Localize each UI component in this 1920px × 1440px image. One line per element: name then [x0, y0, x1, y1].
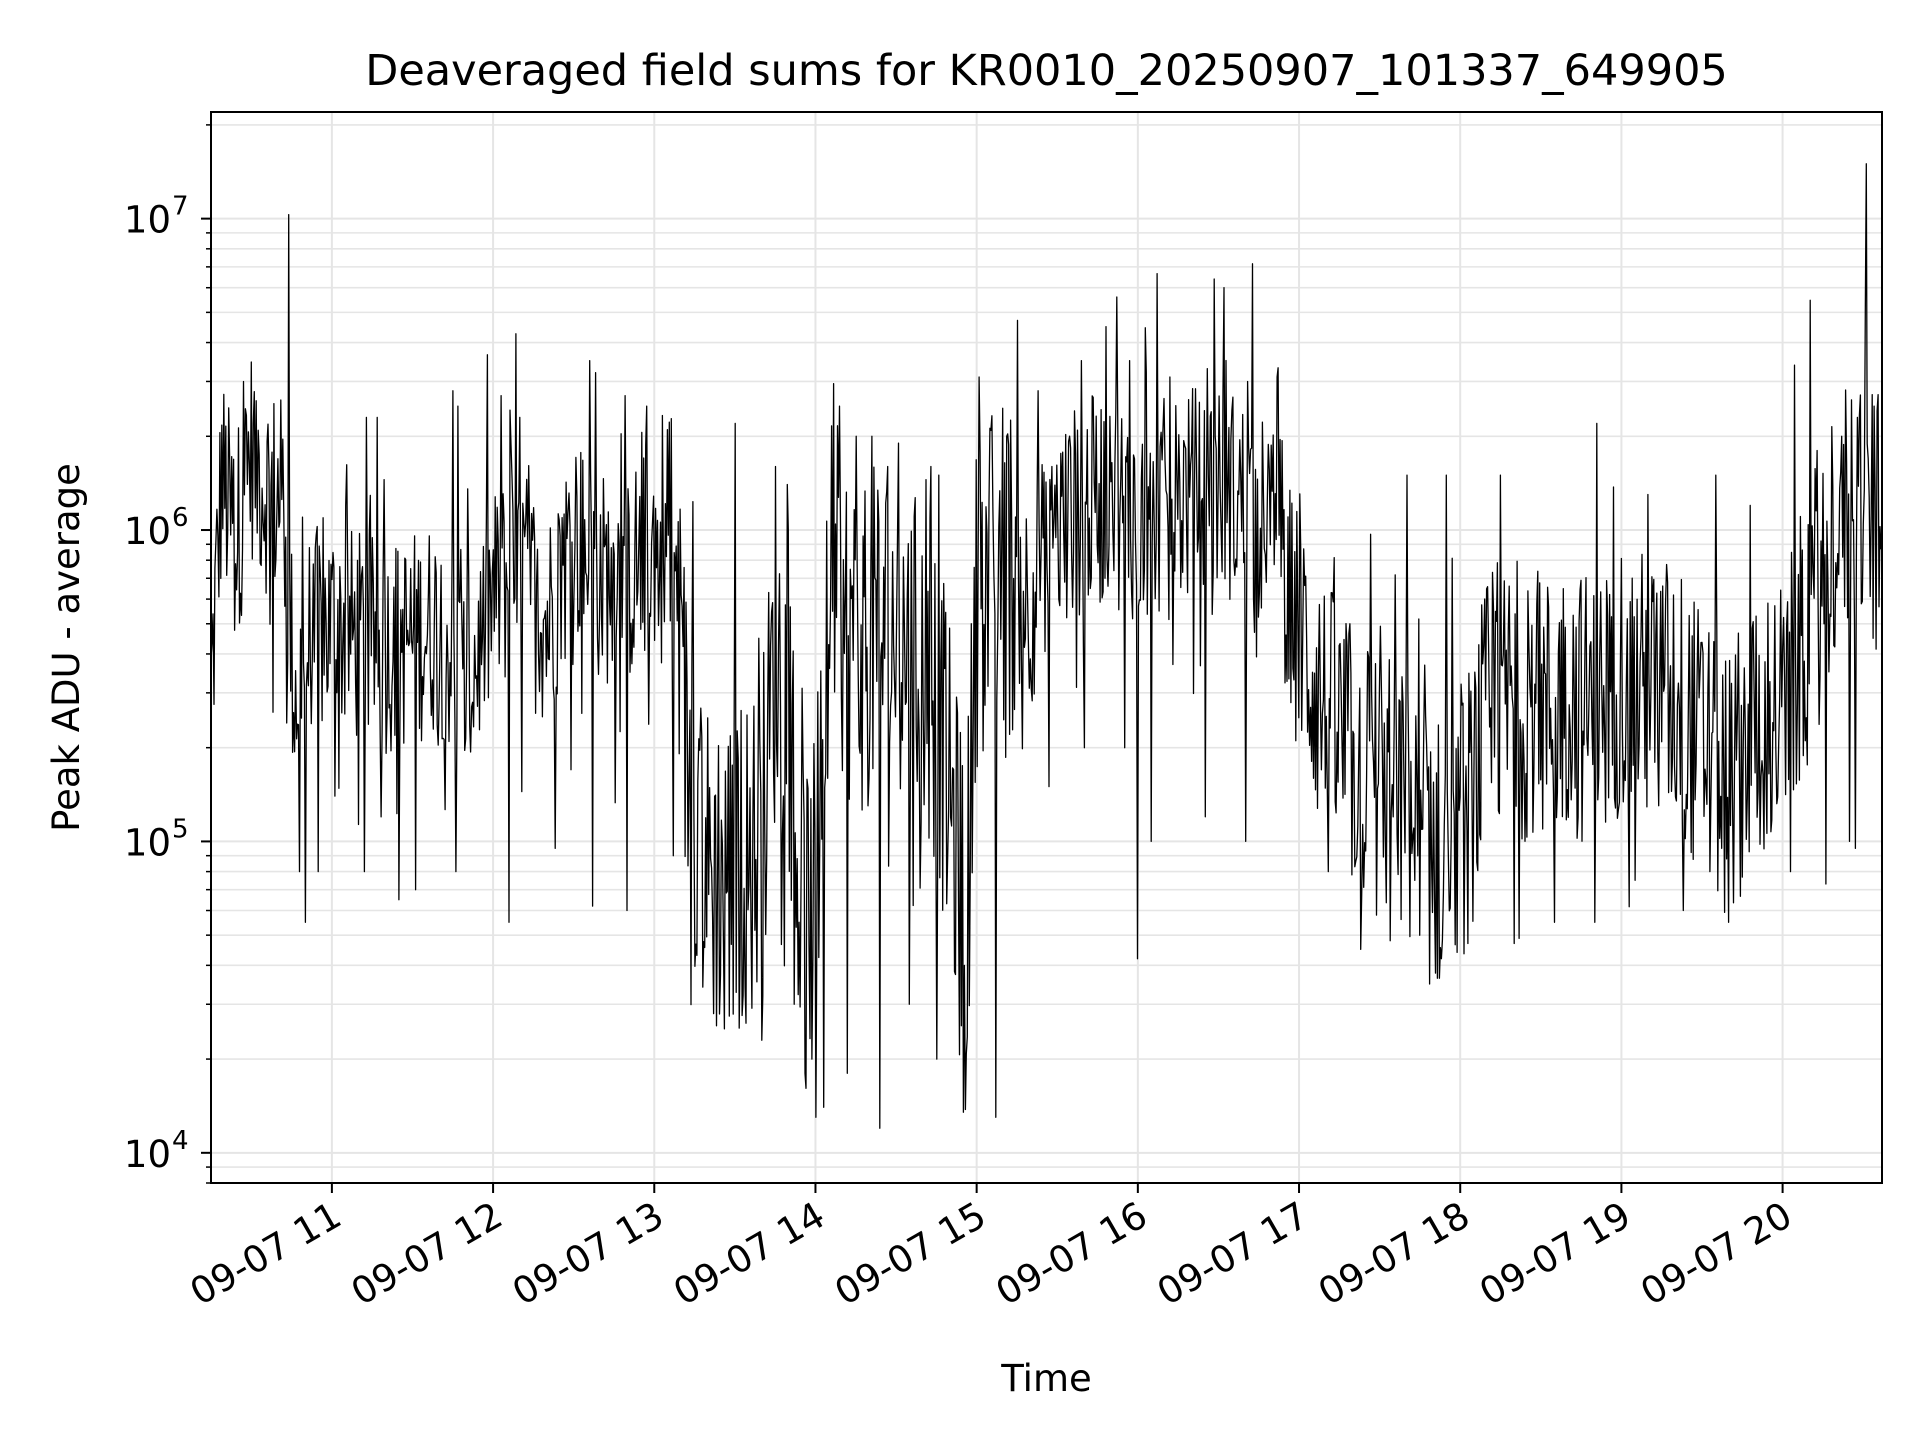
- y-tick-label: 10: [124, 1133, 171, 1176]
- plot-frame: [210, 111, 1883, 1184]
- y-axis-label: Peak ADU - average: [45, 463, 88, 832]
- y-tick-exponent: 6: [172, 503, 189, 533]
- x-tick-label: 09-07 20: [1634, 1194, 1800, 1314]
- y-tick-label: 10: [124, 199, 171, 242]
- chart-title: Deaveraged field sums for KR0010_2025090…: [365, 46, 1728, 96]
- x-tick-label: 09-07 19: [1472, 1194, 1638, 1314]
- grid: [211, 112, 1882, 1184]
- y-tick-exponent: 7: [172, 192, 189, 222]
- data-layer: [211, 163, 1882, 1129]
- x-tick-label: 09-07 13: [505, 1194, 671, 1314]
- x-tick-label: 09-07 11: [183, 1194, 349, 1314]
- x-tick-label: 09-07 16: [989, 1194, 1155, 1314]
- x-axis-label: Time: [1000, 1357, 1092, 1400]
- x-tick-label: 09-07 12: [344, 1194, 510, 1314]
- y-tick-exponent: 5: [172, 814, 189, 844]
- x-tick-label: 09-07 15: [828, 1194, 994, 1314]
- x-tick-label: 09-07 18: [1311, 1194, 1477, 1314]
- x-tick-label: 09-07 14: [666, 1194, 832, 1314]
- y-tick-label: 10: [124, 510, 171, 553]
- x-tick-label: 09-07 17: [1150, 1194, 1316, 1314]
- y-tick-label: 10: [124, 821, 171, 864]
- series-line: [211, 163, 1882, 1129]
- y-tick-exponent: 4: [172, 1126, 189, 1156]
